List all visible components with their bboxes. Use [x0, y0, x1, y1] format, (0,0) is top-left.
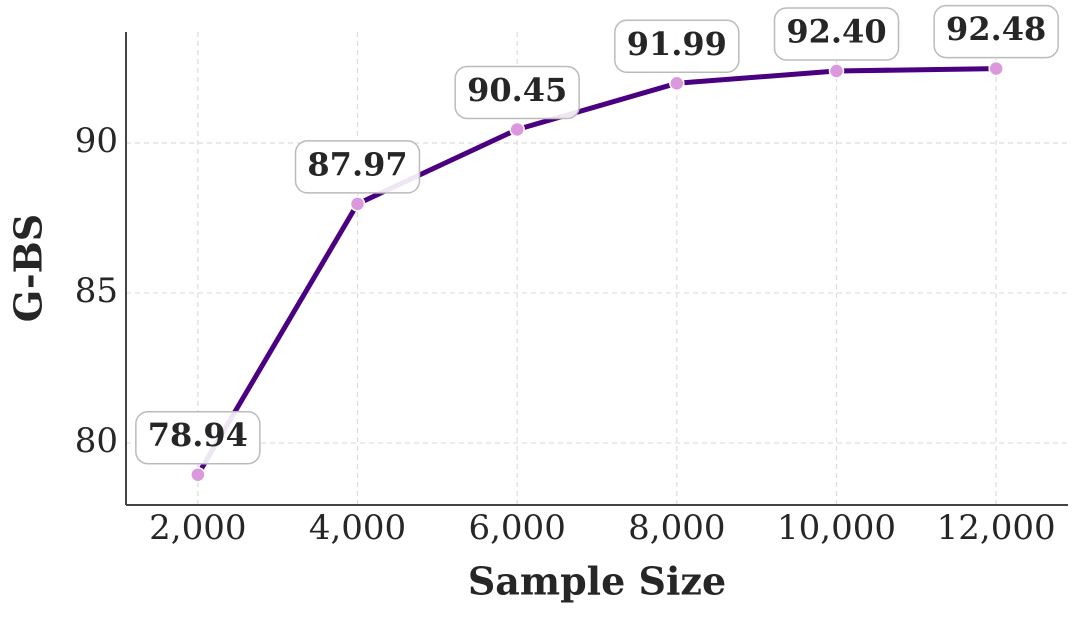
x-tick-label: 4,000 [309, 508, 406, 548]
marker [828, 63, 845, 79]
marker [349, 196, 366, 212]
x-tick-label: 2,000 [149, 508, 246, 548]
value-label-box [614, 19, 740, 74]
x-tick-label: 6,000 [468, 508, 565, 548]
value-label: 92.48 [946, 10, 1046, 48]
value-label: 78.94 [148, 416, 248, 454]
marker [190, 466, 206, 483]
y-tick-label: 85 [75, 271, 118, 311]
value-label-box [933, 4, 1059, 59]
value-label-box [135, 410, 261, 465]
marker [509, 121, 525, 138]
x-tick-label: 12,000 [937, 508, 1056, 548]
value-label-box [773, 7, 900, 61]
value-label-box [454, 65, 580, 120]
value-label: 91.99 [627, 25, 727, 63]
value-label: 87.97 [307, 145, 407, 183]
marker [988, 60, 1004, 77]
y-axis-label: G-BS [6, 214, 51, 323]
value-label: 92.40 [786, 12, 886, 50]
value-label: 90.45 [467, 71, 567, 109]
x-tick-label: 10,000 [777, 508, 896, 548]
marker [669, 75, 685, 92]
value-label-box [294, 140, 421, 194]
x-tick-label: 8,000 [628, 508, 725, 548]
x-axis-label: Sample Size [468, 559, 726, 604]
y-tick-label: 90 [75, 121, 118, 161]
y-tick-label: 80 [75, 421, 118, 461]
line [195, 66, 997, 476]
